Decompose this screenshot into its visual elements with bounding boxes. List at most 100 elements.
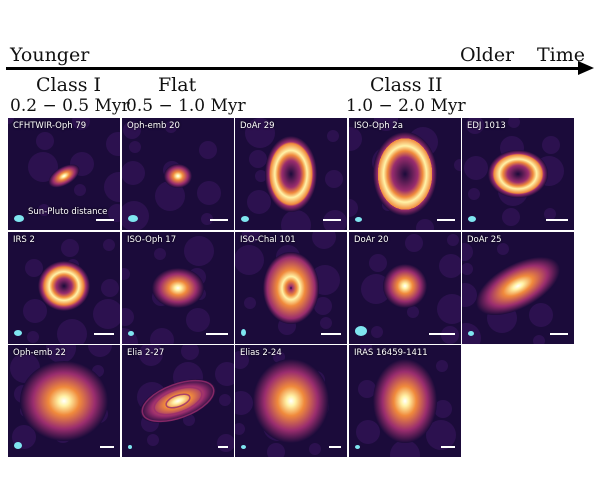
- noise-blob: [434, 400, 452, 418]
- scale-bar: [323, 219, 341, 221]
- scale-bar: [437, 219, 455, 221]
- disk-emission: [48, 164, 80, 188]
- noise-blob: [374, 118, 398, 131]
- noise-blob: [533, 335, 545, 344]
- noise-blob: [441, 326, 459, 344]
- noise-blob: [101, 279, 119, 297]
- disk-image: [8, 118, 120, 222]
- noise-blob: [104, 172, 120, 202]
- scale-bar: [550, 333, 568, 335]
- noise-blob: [462, 243, 473, 261]
- disk-image: [462, 243, 560, 344]
- beam-ellipse: [241, 445, 246, 449]
- disk-panel: CFHTWIR-Oph 79 Sun-Pluto distance: [8, 118, 120, 230]
- disk-image: [23, 239, 120, 344]
- disk-image: [137, 345, 234, 452]
- noise-blob: [281, 210, 311, 230]
- noise-blob: [245, 118, 275, 148]
- noise-blob: [466, 118, 484, 134]
- beam-ellipse: [14, 442, 22, 449]
- noise-blob: [122, 308, 134, 326]
- disk-image: [361, 234, 461, 344]
- noise-blob: [508, 118, 520, 128]
- disk-emission: [373, 132, 437, 216]
- disk-emission: [20, 361, 108, 441]
- noise-blob: [405, 234, 423, 252]
- noise-blob: [327, 130, 339, 142]
- noise-blob: [8, 118, 14, 124]
- beam-ellipse: [14, 215, 24, 222]
- disk-emission: [38, 261, 90, 311]
- noise-blob: [249, 150, 267, 168]
- disk-panel: ISO-Oph 2a: [349, 118, 461, 230]
- disk-panel: DoAr 20: [349, 232, 461, 344]
- scale-bar: [206, 333, 228, 335]
- panel-label: ISO-Oph 17: [127, 235, 177, 245]
- scale-bar: [329, 446, 341, 448]
- noise-blob: [437, 294, 461, 324]
- noise-blob: [46, 345, 76, 363]
- noise-blob: [129, 141, 141, 153]
- panel-label: DoAr 29: [240, 121, 275, 131]
- noise-blob: [464, 156, 488, 180]
- scale-label: Sun-Pluto distance: [28, 207, 108, 217]
- noise-blob: [273, 351, 285, 363]
- noise-blob: [93, 299, 120, 329]
- beam-ellipse: [241, 216, 249, 222]
- noise-blob: [57, 319, 87, 344]
- noise-blob: [181, 345, 199, 360]
- flat-label: Flat: [158, 74, 197, 96]
- noise-blob: [106, 132, 120, 156]
- panel-label: ISO-Chal 101: [240, 235, 296, 245]
- panel-label: EDJ 1013: [467, 121, 506, 131]
- disk-emission: [164, 164, 192, 188]
- disk-panel: Elia 2-27: [122, 345, 234, 457]
- noise-blob: [219, 394, 231, 406]
- noise-blob: [529, 303, 553, 327]
- scale-bar: [321, 333, 341, 335]
- noise-blob: [312, 232, 336, 249]
- beam-ellipse: [355, 445, 360, 449]
- noise-blob: [468, 188, 480, 200]
- noise-blob: [122, 161, 145, 185]
- spiral-ring: [165, 393, 191, 409]
- time-arrow-head: [578, 61, 594, 75]
- noise-blob: [165, 121, 177, 133]
- panel-label: CFHTWIR-Oph 79: [13, 121, 87, 131]
- noise-blob: [235, 351, 249, 369]
- noise-blob: [103, 239, 115, 251]
- noise-blob: [242, 232, 260, 243]
- noise-blob: [88, 345, 112, 357]
- noise-blob: [197, 181, 221, 205]
- noise-blob: [349, 199, 358, 217]
- scale-bar: [94, 333, 114, 335]
- noise-blob: [267, 443, 285, 457]
- noise-blob: [139, 345, 163, 366]
- noise-blob: [72, 118, 90, 130]
- noise-blob: [454, 159, 461, 171]
- noise-blob: [123, 121, 141, 139]
- disk-emission: [139, 379, 217, 423]
- disk-emission: [373, 359, 437, 443]
- noise-blob: [356, 420, 380, 444]
- time-label: Time: [537, 44, 586, 66]
- beam-ellipse: [128, 445, 132, 449]
- disk-emission: [253, 359, 329, 443]
- class-i-label: Class I: [36, 74, 101, 96]
- disk-image: [235, 232, 340, 335]
- disk-panel: ISO-Oph 17: [122, 232, 234, 344]
- noise-blob: [74, 184, 86, 196]
- disk-emission: [383, 264, 427, 308]
- noise-blob: [390, 440, 420, 457]
- noise-blob: [542, 136, 560, 154]
- noise-blob: [309, 443, 321, 455]
- panel-label: DoAr 20: [354, 235, 389, 245]
- noise-blob: [369, 254, 387, 272]
- beam-ellipse: [468, 216, 476, 222]
- beam-ellipse: [14, 330, 22, 336]
- noise-blob: [147, 434, 159, 446]
- noise-blob: [186, 308, 210, 332]
- noise-blob: [25, 259, 43, 277]
- disk-image: [122, 121, 221, 230]
- scale-bar: [218, 446, 228, 448]
